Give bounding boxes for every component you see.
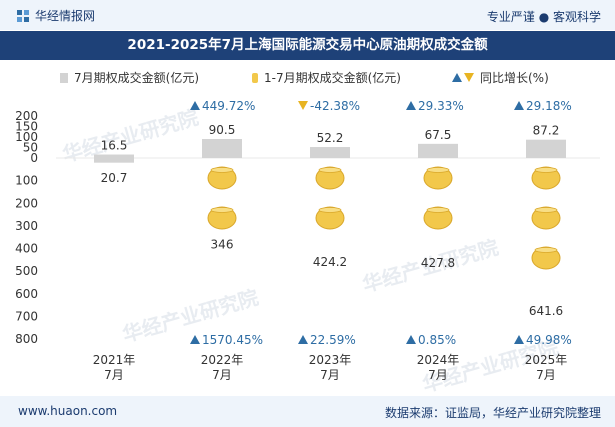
x-tick-label: 2021年 7月: [93, 353, 136, 382]
coin-rim-mark: [534, 207, 558, 213]
coin-stack-mark: [423, 166, 453, 190]
data-label-cumulative: 424.2: [313, 255, 347, 269]
slogan: 专业严谨 ● 客观科学: [486, 10, 601, 24]
growth-arrow-up-icon: [406, 335, 416, 344]
brand-name: 华经情报网: [35, 9, 96, 23]
data-label-monthly: 16.5: [101, 139, 128, 153]
growth-label-cumulative: 1570.45%: [202, 333, 263, 347]
y-tick-label: 100: [15, 130, 38, 144]
y-tick-label: 800: [15, 332, 38, 346]
coin-rim-mark: [534, 247, 558, 253]
legend-swatch-gold-icon: [252, 72, 258, 83]
data-label-cumulative: 346: [211, 237, 234, 251]
x-tick-label: 2024年 7月: [417, 353, 460, 382]
data-source: 数据来源：证监局，华经产业研究院整理: [384, 406, 601, 420]
footer: www.huaon.com 数据来源：证监局，华经产业研究院整理: [0, 396, 615, 427]
bar-cumulative: [94, 158, 134, 163]
growth-arrow-up-icon: [190, 101, 200, 110]
data-label-monthly: 67.5: [425, 128, 452, 142]
growth-arrow-up-icon: [514, 101, 524, 110]
coin-stack-mark: [207, 206, 237, 230]
x-tick-label: 2022年 7月: [201, 353, 244, 382]
data-label-cumulative: 641.6: [529, 304, 563, 318]
legend: 7月期权成交金额(亿元) 1-7月期权成交金额(亿元) 同比增长(%): [0, 66, 615, 88]
coin-stack-mark: [423, 206, 453, 230]
growth-arrow-up-icon: [298, 335, 308, 344]
legend-item-growth: 同比增长(%): [452, 69, 549, 86]
coin-rim-mark: [426, 207, 450, 213]
growth-label-monthly: 29.33%: [418, 99, 464, 113]
coin-stack-mark: [315, 166, 345, 190]
legend-arrow-up-icon: [452, 73, 462, 82]
y-tick-label: 500: [15, 264, 38, 278]
brand[interactable]: 华经情报网: [16, 7, 95, 24]
growth-label-monthly: 449.72%: [202, 99, 255, 113]
legend-label-cumulative: 1-7月期权成交金额(亿元): [264, 71, 401, 85]
legend-item-monthly: 7月期权成交金额(亿元): [60, 69, 199, 86]
growth-label-cumulative: 22.59%: [310, 333, 356, 347]
bar-monthly: [526, 139, 566, 158]
legend-item-cumulative: 1-7月期权成交金额(亿元): [252, 69, 401, 86]
coin-rim-mark: [318, 167, 342, 173]
bar-monthly: [94, 154, 134, 158]
coin-rim-mark: [210, 207, 234, 213]
legend-arrow-down-icon: [464, 73, 474, 82]
bar-monthly: [202, 138, 242, 158]
y-tick-label: 600: [15, 287, 38, 301]
chart-canvas: 2001501005001002003004005006007008002021…: [15, 99, 600, 382]
data-label-cumulative: 427.8: [421, 256, 455, 270]
growth-label-monthly: -42.38%: [310, 99, 360, 113]
coin-rim-mark: [210, 167, 234, 173]
growth-label-cumulative: 49.98%: [526, 333, 572, 347]
coin-rim-mark: [534, 167, 558, 173]
title-band: 2021-2025年7月上海国际能源交易中心原油期权成交金额: [0, 31, 615, 60]
coin-stack-mark: [207, 166, 237, 190]
bar-monthly: [418, 143, 458, 158]
legend-label-growth: 同比增长(%): [480, 71, 549, 85]
coin-stack-mark: [315, 206, 345, 230]
coin-stack-mark: [531, 206, 561, 230]
data-label-monthly: 90.5: [209, 123, 236, 137]
y-tick-label: 50: [23, 141, 38, 155]
y-tick-label: 0: [30, 151, 38, 165]
y-tick-label: 300: [15, 219, 38, 233]
coin-stack-mark: [531, 166, 561, 190]
growth-arrow-up-icon: [514, 335, 524, 344]
y-tick-label: 150: [15, 120, 38, 134]
data-label-monthly: 52.2: [317, 131, 344, 145]
growth-label-monthly: 29.18%: [526, 99, 572, 113]
y-tick-label: 100: [15, 174, 38, 188]
growth-label-cumulative: 0.85%: [418, 333, 456, 347]
y-tick-label: 200: [15, 109, 38, 123]
brand-logo-icon: [17, 9, 29, 22]
coin-rim-mark: [426, 167, 450, 173]
y-tick-label: 200: [15, 196, 38, 210]
coin-stack-mark: [531, 246, 561, 270]
y-tick-label: 700: [15, 309, 38, 323]
legend-swatch-gray-icon: [60, 72, 68, 83]
x-tick-label: 2025年 7月: [525, 353, 568, 382]
chart-title: 2021-2025年7月上海国际能源交易中心原油期权成交金额: [127, 37, 488, 53]
top-bar: 华经情报网 专业严谨 ● 客观科学: [0, 0, 615, 30]
site-link[interactable]: www.huaon.com: [18, 404, 118, 418]
growth-arrow-down-icon: [298, 101, 308, 110]
bar-monthly: [310, 147, 350, 158]
y-tick-label: 400: [15, 242, 38, 256]
data-label-cumulative: 20.7: [101, 171, 128, 185]
growth-arrow-up-icon: [190, 335, 200, 344]
growth-arrow-up-icon: [406, 101, 416, 110]
legend-label-monthly: 7月期权成交金额(亿元): [74, 71, 199, 85]
x-tick-label: 2023年 7月: [309, 353, 352, 382]
data-label-monthly: 87.2: [533, 124, 560, 138]
coin-rim-mark: [318, 207, 342, 213]
